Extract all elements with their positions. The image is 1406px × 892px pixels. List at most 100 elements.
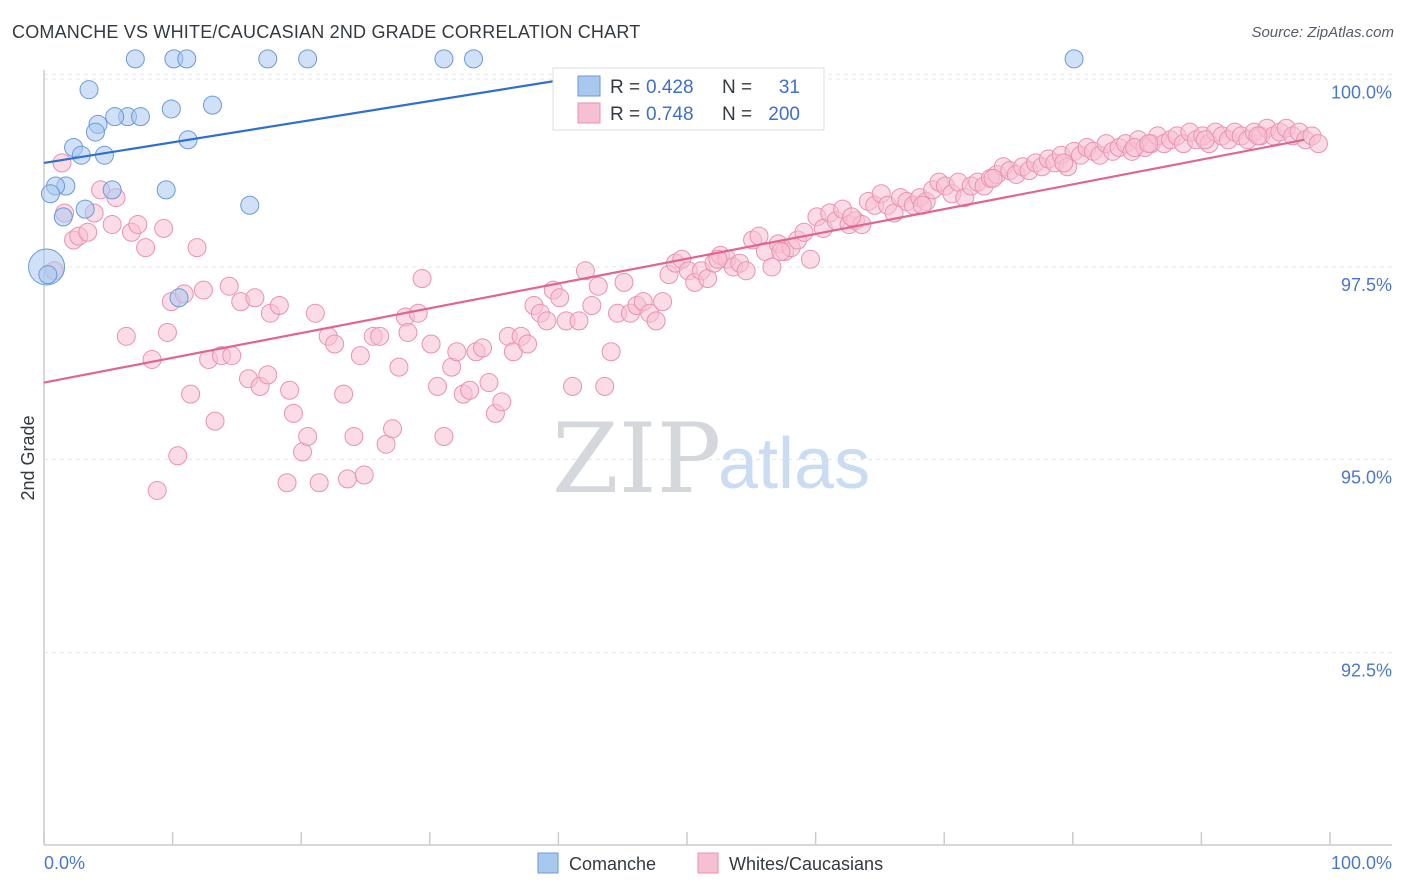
whites-point — [983, 168, 1003, 188]
whites-point — [492, 392, 512, 412]
comanche-point — [161, 99, 181, 119]
comanche-point — [464, 49, 484, 69]
whites-point — [398, 322, 418, 342]
whites-point — [412, 269, 432, 289]
whites-point — [389, 357, 409, 377]
whites-point — [588, 276, 608, 296]
whites-point — [269, 295, 289, 315]
comanche-point — [202, 95, 222, 115]
comanche-point — [434, 49, 454, 69]
x-ticks — [43, 832, 1331, 845]
comanche-trend-line — [43, 73, 598, 164]
whites-point — [334, 384, 354, 404]
comanche-point — [40, 184, 60, 204]
x-tick-label-min: 0.0% — [44, 853, 85, 873]
whites-point — [136, 238, 156, 258]
whites-point — [102, 215, 122, 235]
chart-title: COMANCHE VS WHITE/CAUCASIAN 2ND GRADE CO… — [12, 22, 641, 42]
whites-point — [344, 427, 364, 447]
comanche-point — [298, 49, 318, 69]
whites-point — [842, 207, 862, 227]
comanche-point — [258, 49, 278, 69]
comanche-point — [105, 107, 125, 127]
bottom-legend-label-whites: Whites/Caucasians — [729, 854, 883, 874]
whites-point — [575, 261, 595, 281]
whites-point — [1139, 134, 1159, 154]
legend-swatch-whites — [577, 102, 601, 124]
comanche-point — [156, 180, 176, 200]
legend-n-label-whites: N = — [722, 104, 752, 125]
y-tick-label: 95.0% — [1341, 468, 1392, 488]
comanche-point — [85, 122, 105, 142]
whites-point — [653, 292, 673, 312]
comanche-point — [1064, 49, 1084, 69]
whites-point — [78, 222, 98, 242]
whites-point — [147, 480, 167, 500]
legend-r-label-whites: R = — [610, 104, 640, 125]
comanche-point — [169, 288, 189, 308]
whites-point — [800, 249, 820, 269]
whites-point — [354, 465, 374, 485]
whites-point — [157, 322, 177, 342]
whites-point — [646, 311, 666, 331]
whites-point — [1054, 153, 1074, 173]
whites-point — [181, 384, 201, 404]
whites-point — [434, 427, 454, 447]
watermark-atlas: atlas — [718, 424, 870, 504]
y-tick-labels: 92.5% 95.0% 97.5% 100.0% — [1331, 82, 1392, 680]
legend-swatch-comanche — [577, 75, 601, 97]
whites-point — [305, 303, 325, 323]
y-tick-label: 92.5% — [1341, 660, 1392, 680]
whites-point — [550, 288, 570, 308]
legend-n-label-comanche: N = — [722, 77, 752, 98]
whites-point — [154, 218, 174, 238]
whites-point — [408, 303, 428, 323]
x-tick-label-max: 100.0% — [1331, 853, 1392, 873]
trend-lines — [43, 73, 1305, 384]
whites-point — [794, 222, 814, 242]
whites-point — [258, 365, 278, 385]
legend-r-label-comanche: R = — [610, 77, 640, 98]
whites-point — [187, 238, 207, 258]
legend-n-value-comanche: 31 — [779, 77, 800, 98]
whites-point — [277, 473, 297, 493]
whites-point — [219, 276, 239, 296]
comanche-point — [53, 207, 73, 227]
whites-point — [736, 261, 756, 281]
y-axis-label: 2nd Grade — [18, 415, 38, 500]
whites-point — [350, 346, 370, 366]
whites-point — [309, 473, 329, 493]
comanche-point — [177, 49, 197, 69]
whites-point — [708, 249, 728, 269]
whites-point — [383, 419, 403, 439]
series-legend: Comanche Whites/Caucasians — [537, 852, 883, 874]
whites-point — [479, 373, 499, 393]
legend-n-value-whites: 200 — [768, 104, 800, 125]
whites-point — [370, 326, 390, 346]
bottom-legend-label-comanche: Comanche — [569, 854, 656, 874]
whites-point — [116, 326, 136, 346]
whites-point — [569, 311, 589, 331]
whites-point — [428, 376, 448, 396]
whites-point — [280, 380, 300, 400]
whites-point — [771, 242, 791, 262]
whites-point — [518, 334, 538, 354]
whites-point — [563, 376, 583, 396]
whites-point — [595, 376, 615, 396]
whites-point — [1308, 134, 1328, 154]
whites-point — [325, 334, 345, 354]
whites-point — [52, 153, 72, 173]
whites-point — [614, 272, 634, 292]
comanche-point — [75, 199, 95, 219]
y-tick-label: 97.5% — [1341, 275, 1392, 295]
whites-point — [1195, 130, 1215, 150]
whites-point — [128, 215, 148, 235]
whites-point — [1248, 126, 1268, 146]
whites-point — [421, 334, 441, 354]
whites-point — [582, 295, 602, 315]
comanche-point — [240, 195, 260, 215]
whites-point — [222, 346, 242, 366]
whites-point — [168, 446, 188, 466]
series-comanche-points — [28, 49, 1084, 308]
